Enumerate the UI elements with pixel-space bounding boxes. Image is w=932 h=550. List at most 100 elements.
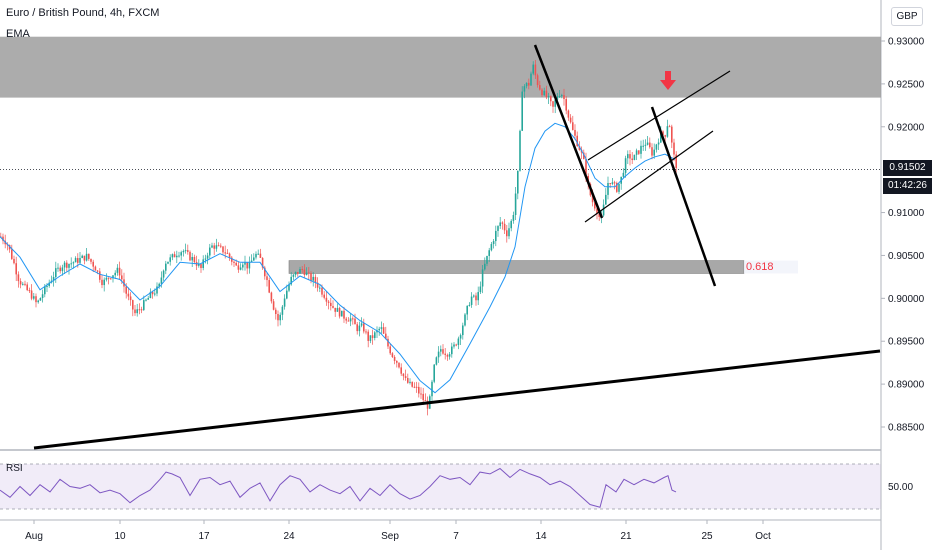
candle-body xyxy=(191,257,193,261)
candle-down xyxy=(13,255,15,265)
candle-body xyxy=(134,309,136,314)
candle-body xyxy=(473,295,475,297)
candle-up xyxy=(358,321,361,337)
candle-up xyxy=(182,249,185,257)
candle-body xyxy=(118,267,121,276)
candle-body xyxy=(281,306,284,315)
candle-body xyxy=(585,159,587,176)
candle-down xyxy=(325,291,328,306)
currency-button[interactable]: GBP xyxy=(891,7,923,26)
candle-body xyxy=(48,282,50,287)
candle-up xyxy=(433,364,435,384)
candle-body xyxy=(250,260,253,263)
candle-body xyxy=(358,325,361,332)
candle-body xyxy=(246,262,248,269)
candle-body xyxy=(101,279,103,286)
candle-body xyxy=(495,230,497,242)
candle-down xyxy=(268,277,270,294)
candle-up xyxy=(607,176,609,200)
candle-body xyxy=(424,400,427,402)
candle-body xyxy=(314,276,317,283)
candle-down xyxy=(393,355,396,365)
candle-body xyxy=(334,307,336,312)
candle-body xyxy=(325,297,328,302)
candle-body xyxy=(248,262,251,269)
candle-up xyxy=(299,266,301,274)
candle-body xyxy=(440,349,442,352)
candle-up xyxy=(486,255,488,267)
resistance-zone[interactable] xyxy=(0,36,881,98)
candle-body xyxy=(204,258,207,260)
candle-down xyxy=(19,278,22,289)
candle-down xyxy=(387,335,389,350)
candle-body xyxy=(541,89,543,96)
countdown-tag: 01:42:26 xyxy=(883,178,932,194)
candle-down xyxy=(110,277,112,280)
ema-indicator-label[interactable]: EMA xyxy=(6,28,30,40)
candle-down xyxy=(88,253,90,261)
candle-body xyxy=(44,286,46,295)
candle-up xyxy=(492,239,495,249)
candle-down xyxy=(83,255,86,265)
candle-body xyxy=(605,194,607,205)
candle-up xyxy=(253,253,255,261)
channel-lower-line[interactable] xyxy=(584,130,714,223)
candle-body xyxy=(114,272,116,276)
candle-body xyxy=(92,261,94,267)
candle-up xyxy=(250,254,253,263)
candle-down xyxy=(424,393,427,402)
candle-body xyxy=(354,318,356,325)
support-trendline[interactable] xyxy=(33,349,881,450)
projection-line[interactable] xyxy=(650,106,717,287)
candle-body xyxy=(459,335,462,339)
candle-body xyxy=(165,263,167,271)
candle-body xyxy=(407,377,409,383)
candle-body xyxy=(198,264,200,266)
candle-up xyxy=(257,249,259,255)
candle-body xyxy=(242,264,244,268)
candle-body xyxy=(422,393,424,401)
x-tick-label: 24 xyxy=(283,531,295,542)
candle-body xyxy=(556,96,559,100)
candle-up xyxy=(147,295,149,300)
candle-down xyxy=(415,381,418,393)
candle-down xyxy=(24,280,26,287)
candle-body xyxy=(308,272,310,274)
candle-body xyxy=(596,208,598,214)
down-leg-line[interactable] xyxy=(533,44,604,219)
candle-up xyxy=(171,253,174,261)
candle-body xyxy=(479,286,482,293)
candle-body xyxy=(206,255,209,259)
candle-up xyxy=(543,87,545,97)
candle-down xyxy=(66,260,68,272)
candle-body xyxy=(143,300,145,310)
x-tick-label: 10 xyxy=(114,531,126,542)
candle-up xyxy=(409,378,411,385)
candle-body xyxy=(382,327,385,334)
candle-up xyxy=(156,282,158,297)
sell-arrow-icon[interactable] xyxy=(660,71,676,90)
candle-down xyxy=(398,362,400,369)
candle-body xyxy=(268,280,270,293)
candle-up xyxy=(646,136,649,146)
candle-up xyxy=(523,84,526,99)
candle-body xyxy=(629,154,631,159)
candle-down xyxy=(552,100,554,113)
candle-up xyxy=(206,252,209,265)
candle-down xyxy=(301,265,303,274)
candle-body xyxy=(158,283,160,287)
candle-up xyxy=(622,168,625,179)
channel-upper-line[interactable] xyxy=(587,70,731,161)
candle-down xyxy=(297,271,299,277)
fib-zone[interactable] xyxy=(288,260,745,274)
candle-up xyxy=(290,272,292,286)
candle-down xyxy=(356,322,358,335)
candle-up xyxy=(105,273,108,282)
candle-body xyxy=(655,144,658,150)
candle-body xyxy=(22,283,24,285)
candle-up xyxy=(547,92,550,105)
candle-down xyxy=(569,114,572,124)
candle-body xyxy=(61,267,64,272)
candle-up xyxy=(374,330,376,341)
